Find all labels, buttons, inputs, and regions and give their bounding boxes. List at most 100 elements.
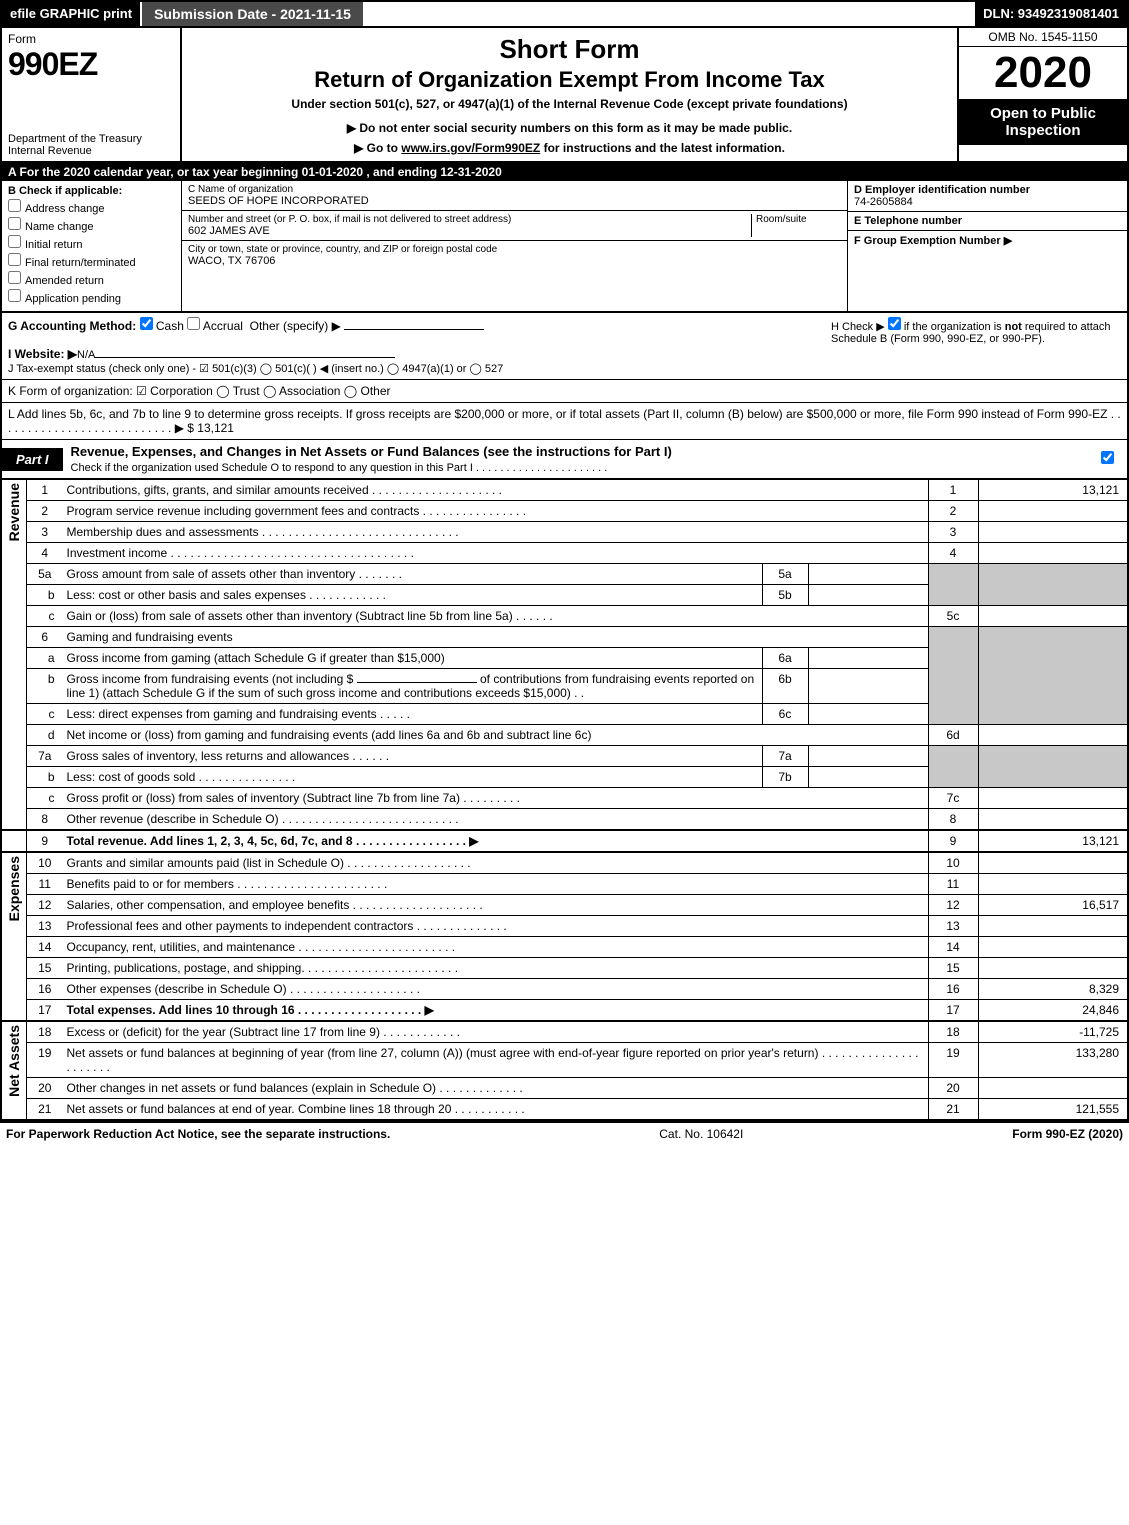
chk-initial-return[interactable]: [8, 235, 21, 248]
netassets-vertical-label: Net Assets: [1, 1021, 27, 1120]
l5b-subval: [808, 585, 928, 606]
dept-treasury: Department of the Treasury: [8, 133, 174, 145]
efile-print-button[interactable]: efile GRAPHIC print: [2, 2, 140, 26]
l5c-rnum: 5c: [928, 606, 978, 627]
short-form-title: Short Form: [192, 34, 947, 65]
accrual-label: Accrual: [203, 319, 243, 333]
l5a-sub: 5a: [762, 564, 808, 585]
l5a-num: 5a: [27, 564, 63, 585]
l7b-sub: 7b: [762, 767, 808, 788]
l6c-desc: Less: direct expenses from gaming and fu…: [63, 704, 763, 725]
l9-num: 9: [27, 830, 63, 852]
l8-desc: Other revenue (describe in Schedule O) .…: [63, 809, 929, 831]
chk-final-return[interactable]: [8, 253, 21, 266]
l6a-desc: Gross income from gaming (attach Schedul…: [63, 648, 763, 669]
form-header: Form 990EZ Department of the Treasury In…: [0, 28, 1129, 163]
room-suite-label: Room/suite: [756, 214, 841, 225]
chk-initial-return-label: Initial return: [25, 239, 82, 251]
l17-rnum: 17: [928, 1000, 978, 1022]
footer-right-pre: Form: [1012, 1127, 1045, 1141]
l7b-subval: [808, 767, 928, 788]
line-g-label: G Accounting Method:: [8, 319, 136, 333]
chk-cash[interactable]: [140, 317, 153, 330]
line-h-not: not: [1005, 321, 1022, 333]
form-word: Form: [8, 32, 174, 46]
l5ab-shaded-rval: [978, 564, 1128, 606]
l7c-num: c: [27, 788, 63, 809]
l16-desc: Other expenses (describe in Schedule O) …: [63, 979, 929, 1000]
column-c-org-info: C Name of organization SEEDS OF HOPE INC…: [182, 181, 847, 311]
line-l: L Add lines 5b, 6c, and 7b to line 9 to …: [0, 403, 1129, 439]
l10-num: 10: [27, 852, 63, 874]
chk-part-i-schedule-o[interactable]: [1101, 451, 1114, 464]
l4-val: [978, 543, 1128, 564]
l3-num: 3: [27, 522, 63, 543]
l2-desc: Program service revenue including govern…: [63, 501, 929, 522]
l18-num: 18: [27, 1021, 63, 1043]
ein-label: D Employer identification number: [854, 184, 1121, 196]
l19-num: 19: [27, 1043, 63, 1078]
header-right-block: OMB No. 1545-1150 2020 Open to Public In…: [957, 28, 1127, 161]
l1-val: 13,121: [978, 480, 1128, 501]
l18-desc: Excess or (deficit) for the year (Subtra…: [63, 1021, 929, 1043]
line-h-post-1: if the organization is: [904, 321, 1005, 333]
l14-val: [978, 937, 1128, 958]
city-label: City or town, state or province, country…: [188, 244, 841, 255]
l15-num: 15: [27, 958, 63, 979]
l21-val: 121,555: [978, 1099, 1128, 1121]
l15-val: [978, 958, 1128, 979]
goto-link[interactable]: www.irs.gov/Form990EZ: [401, 141, 540, 155]
chk-address-change-label: Address change: [25, 203, 105, 215]
l6b-desc: Gross income from fundraising events (no…: [63, 669, 763, 704]
chk-application-pending[interactable]: [8, 289, 21, 302]
l7a-subval: [808, 746, 928, 767]
l18-rnum: 18: [928, 1021, 978, 1043]
l5c-num: c: [27, 606, 63, 627]
l5c-val: [978, 606, 1128, 627]
chk-amended-return[interactable]: [8, 271, 21, 284]
l17-desc: Total expenses. Add lines 10 through 16 …: [63, 1000, 929, 1022]
footer-right: Form 990-EZ (2020): [1012, 1127, 1123, 1141]
l6d-val: [978, 725, 1128, 746]
l5b-sub: 5b: [762, 585, 808, 606]
omb-number: OMB No. 1545-1150: [959, 28, 1127, 47]
l13-val: [978, 916, 1128, 937]
l10-val: [978, 852, 1128, 874]
header-left-block: Form 990EZ Department of the Treasury In…: [2, 28, 182, 161]
other-specify-blank: [344, 329, 484, 330]
l16-val: 8,329: [978, 979, 1128, 1000]
l1-num: 1: [27, 480, 63, 501]
row-a-calendar-year: A For the 2020 calendar year, or tax yea…: [0, 163, 1129, 181]
l8-rnum: 8: [928, 809, 978, 831]
submission-date-button[interactable]: Submission Date - 2021-11-15: [140, 2, 363, 26]
dept-irs: Internal Revenue: [8, 145, 174, 157]
l17-val: 24,846: [978, 1000, 1128, 1022]
under-section-text: Under section 501(c), 527, or 4947(a)(1)…: [192, 97, 947, 111]
return-title: Return of Organization Exempt From Incom…: [192, 67, 947, 93]
line-j-tax-exempt: J Tax-exempt status (check only one) - ☑…: [8, 363, 503, 375]
l13-rnum: 13: [928, 916, 978, 937]
l7a-sub: 7a: [762, 746, 808, 767]
city-value: WACO, TX 76706: [188, 255, 841, 267]
org-name-value: SEEDS OF HOPE INCORPORATED: [188, 195, 841, 207]
ein-value: 74-2605884: [854, 196, 1121, 208]
part-i-tag: Part I: [2, 448, 63, 471]
l20-val: [978, 1078, 1128, 1099]
l17-num: 17: [27, 1000, 63, 1022]
chk-address-change[interactable]: [8, 199, 21, 212]
l16-num: 16: [27, 979, 63, 1000]
line-l-text: L Add lines 5b, 6c, and 7b to line 9 to …: [8, 407, 1121, 435]
chk-line-h[interactable]: [888, 317, 901, 330]
chk-name-change[interactable]: [8, 217, 21, 230]
l6b-desc-pre: Gross income from fundraising events (no…: [67, 672, 354, 686]
l15-desc: Printing, publications, postage, and shi…: [63, 958, 929, 979]
l6c-subval: [808, 704, 928, 725]
footer-left: For Paperwork Reduction Act Notice, see …: [6, 1127, 390, 1141]
chk-accrual[interactable]: [187, 317, 200, 330]
l14-num: 14: [27, 937, 63, 958]
l11-rnum: 11: [928, 874, 978, 895]
part-i-subtitle: Check if the organization used Schedule …: [71, 462, 608, 474]
open-to-public: Open to Public Inspection: [959, 99, 1127, 145]
l1-rnum: 1: [928, 480, 978, 501]
l5c-desc: Gain or (loss) from sale of assets other…: [63, 606, 929, 627]
